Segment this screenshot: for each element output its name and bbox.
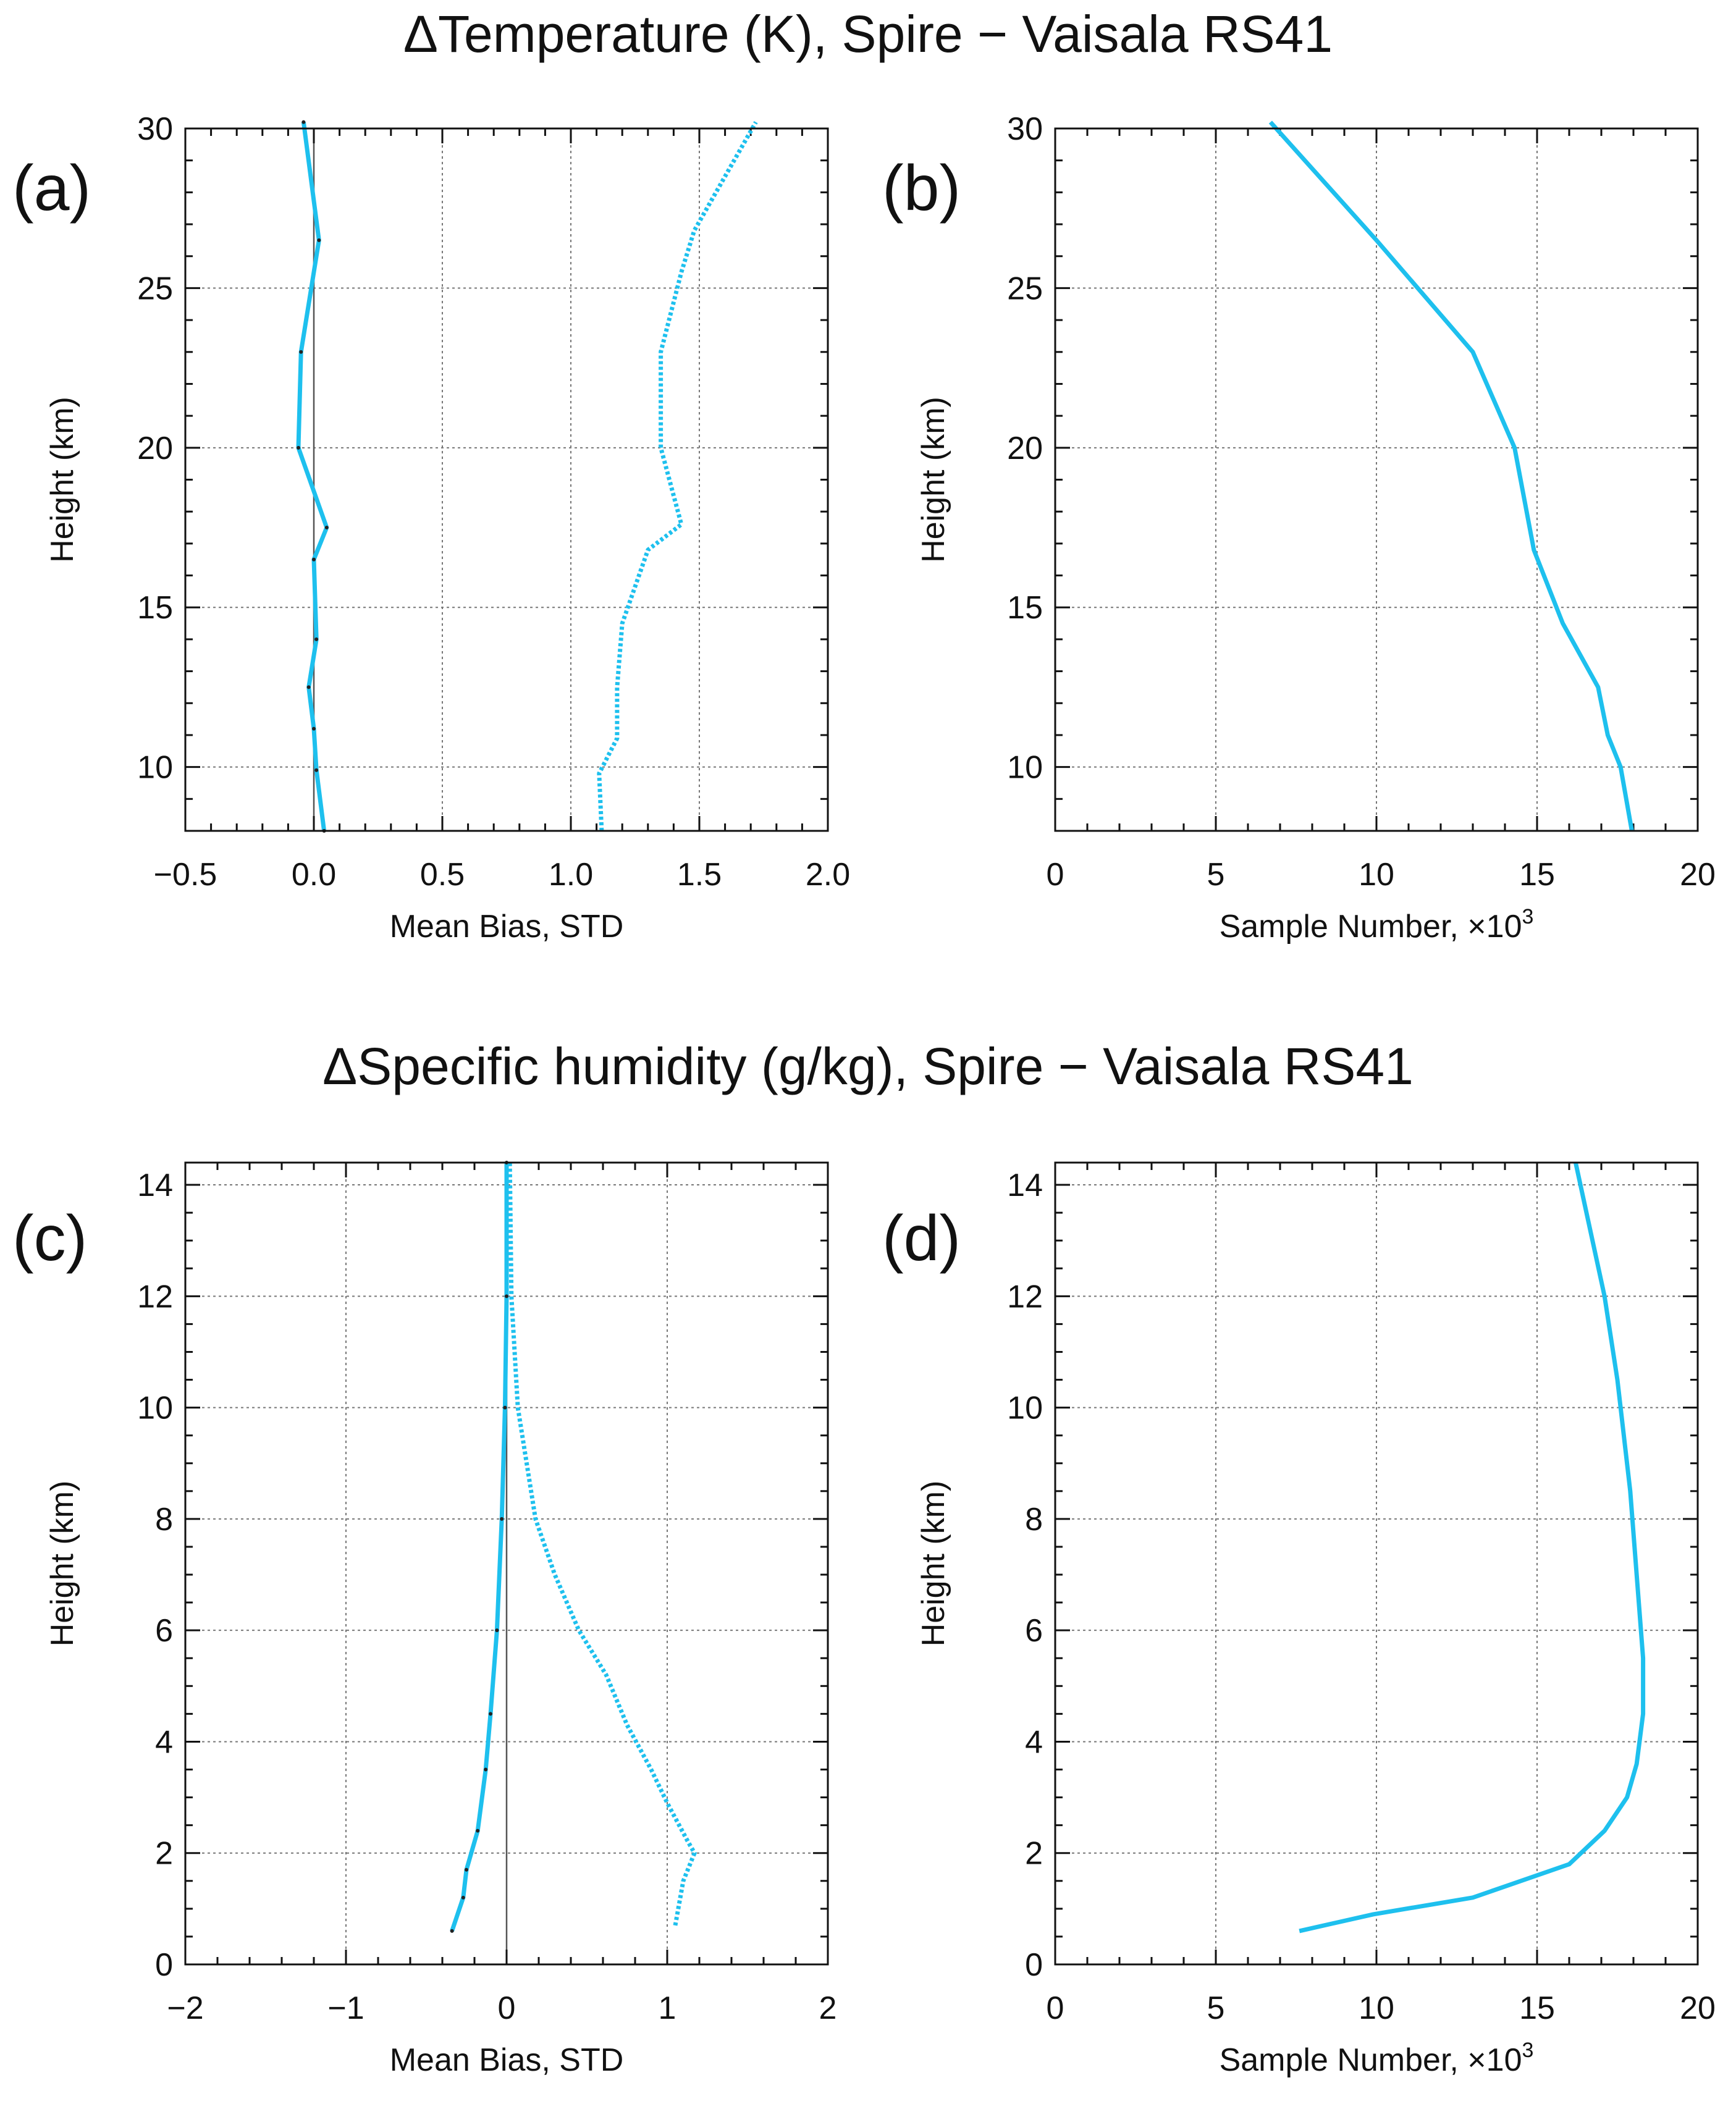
x-axis-label: Sample Number, ×103 <box>1220 905 1534 945</box>
y-tick-label: 12 <box>1007 1279 1043 1315</box>
x-tick-label: 10 <box>1359 857 1394 893</box>
x-tick-label: −0.5 <box>154 857 217 893</box>
x-tick-label: 0.5 <box>420 857 465 893</box>
x-axis-label-exponent: 3 <box>1522 2039 1534 2062</box>
x-tick-label: 5 <box>1207 857 1225 893</box>
plot-frame <box>184 1161 829 1966</box>
data-point <box>461 1895 465 1900</box>
series-std-line <box>597 120 758 831</box>
panel-label: (a) <box>12 153 91 224</box>
panel-label: (b) <box>882 153 961 224</box>
y-tick-label: 30 <box>137 111 173 147</box>
y-tick-label: 4 <box>155 1724 173 1760</box>
y-tick-label: 10 <box>1007 1391 1043 1426</box>
y-tick-label: 14 <box>1007 1168 1043 1203</box>
data-point <box>503 1405 507 1410</box>
x-axis-label: Mean Bias, STD <box>390 909 624 945</box>
x-tick-label: −2 <box>167 1990 203 2026</box>
y-tick-label: 10 <box>137 1391 173 1426</box>
data-point <box>301 120 306 124</box>
x-tick-label: 1 <box>659 1990 676 2026</box>
x-axis-label-exponent: 3 <box>1522 905 1534 928</box>
data-point <box>306 685 311 689</box>
data-point <box>317 238 321 242</box>
y-tick-label: 8 <box>1025 1502 1043 1538</box>
data-point <box>465 1867 468 1872</box>
data-point <box>500 1517 504 1521</box>
y-tick-label: 4 <box>1025 1724 1043 1760</box>
plot-frame <box>1054 1161 1699 1966</box>
plot-frame <box>1054 127 1699 832</box>
x-tick-label: 0 <box>498 1990 516 2026</box>
x-axis-label: Mean Bias, STD <box>390 2042 624 2078</box>
y-tick-label: 25 <box>137 271 173 306</box>
y-tick-label: 14 <box>137 1168 173 1203</box>
chart-d: 0 5 10 15 20 0 2 4 6 8 10 12 14 Sample Number, ×103 He… <box>882 1161 1716 2078</box>
data-point <box>314 637 319 641</box>
x-tick-label: 20 <box>1680 857 1716 893</box>
panel-label: (c) <box>12 1203 87 1274</box>
x-tick-label: 0.0 <box>292 857 336 893</box>
y-tick-label: 6 <box>155 1613 173 1649</box>
x-tick-label: −1 <box>327 1990 364 2026</box>
y-tick-label: 25 <box>1007 271 1043 306</box>
y-axis-label: Height (km) <box>916 397 951 563</box>
chart-a: −0.5 0.0 0.5 1.0 1.5 2.0 10 15 20 25 30 Mean Bias, … <box>12 111 850 945</box>
data-point <box>489 1712 492 1716</box>
x-tick-label: 2.0 <box>806 857 850 893</box>
x-axis-label: Sample Number, ×103 <box>1220 2039 1534 2078</box>
data-point <box>505 1294 508 1298</box>
y-tick-label: 6 <box>1025 1613 1043 1649</box>
data-point <box>297 445 301 450</box>
x-tick-label: 0 <box>1047 857 1064 893</box>
top-title: ΔTemperature (K), Spire − Vaisala RS41 <box>403 5 1333 63</box>
y-tick-label: 20 <box>1007 431 1043 466</box>
x-tick-label: 1.0 <box>549 857 593 893</box>
data-point <box>495 1628 499 1633</box>
x-tick-label: 20 <box>1680 1990 1716 2026</box>
data-point <box>299 350 303 354</box>
data-point <box>476 1829 480 1833</box>
plot-area <box>185 128 828 831</box>
x-tick-label: 1.5 <box>677 857 722 893</box>
x-tick-label: 2 <box>819 1990 837 2026</box>
series-std-line <box>507 1162 697 1926</box>
y-tick-label: 2 <box>155 1836 173 1872</box>
chart-b: 0 5 10 15 20 10 15 20 25 30 Sample Number, ×103 Hei… <box>882 111 1716 945</box>
y-tick-label: 0 <box>1025 1947 1043 1983</box>
data-point <box>484 1767 488 1772</box>
plot-frame <box>184 127 829 832</box>
data-point <box>324 526 329 530</box>
x-tick-label: 5 <box>1207 1990 1225 2026</box>
y-tick-label: 10 <box>137 750 173 786</box>
series-sample-number-line <box>1299 1162 1646 1934</box>
y-axis-label: Height (km) <box>44 1481 80 1647</box>
y-axis-label: Height (km) <box>916 1481 951 1647</box>
series-sample-number-line <box>1268 120 1634 831</box>
data-point <box>314 768 319 772</box>
data-point <box>312 557 316 562</box>
y-tick-label: 12 <box>137 1279 173 1315</box>
y-axis-label: Height (km) <box>44 397 80 563</box>
y-tick-label: 30 <box>1007 111 1043 147</box>
data-point <box>450 1929 454 1933</box>
y-tick-label: 15 <box>137 590 173 626</box>
y-tick-label: 10 <box>1007 750 1043 786</box>
x-tick-label: 10 <box>1359 1990 1394 2026</box>
x-tick-label: 0 <box>1047 1990 1064 2026</box>
y-tick-label: 15 <box>1007 590 1043 626</box>
x-tick-label: 15 <box>1519 857 1555 893</box>
y-tick-label: 0 <box>155 1947 173 1983</box>
panel-label: (d) <box>882 1203 961 1274</box>
y-tick-label: 8 <box>155 1502 173 1538</box>
y-tick-label: 2 <box>1025 1836 1043 1872</box>
data-point <box>312 726 316 731</box>
x-tick-label: 15 <box>1519 1990 1555 2026</box>
y-tick-label: 20 <box>137 431 173 466</box>
bottom-title: ΔSpecific humidity (g/kg), Spire − Vaisa… <box>322 1037 1414 1095</box>
